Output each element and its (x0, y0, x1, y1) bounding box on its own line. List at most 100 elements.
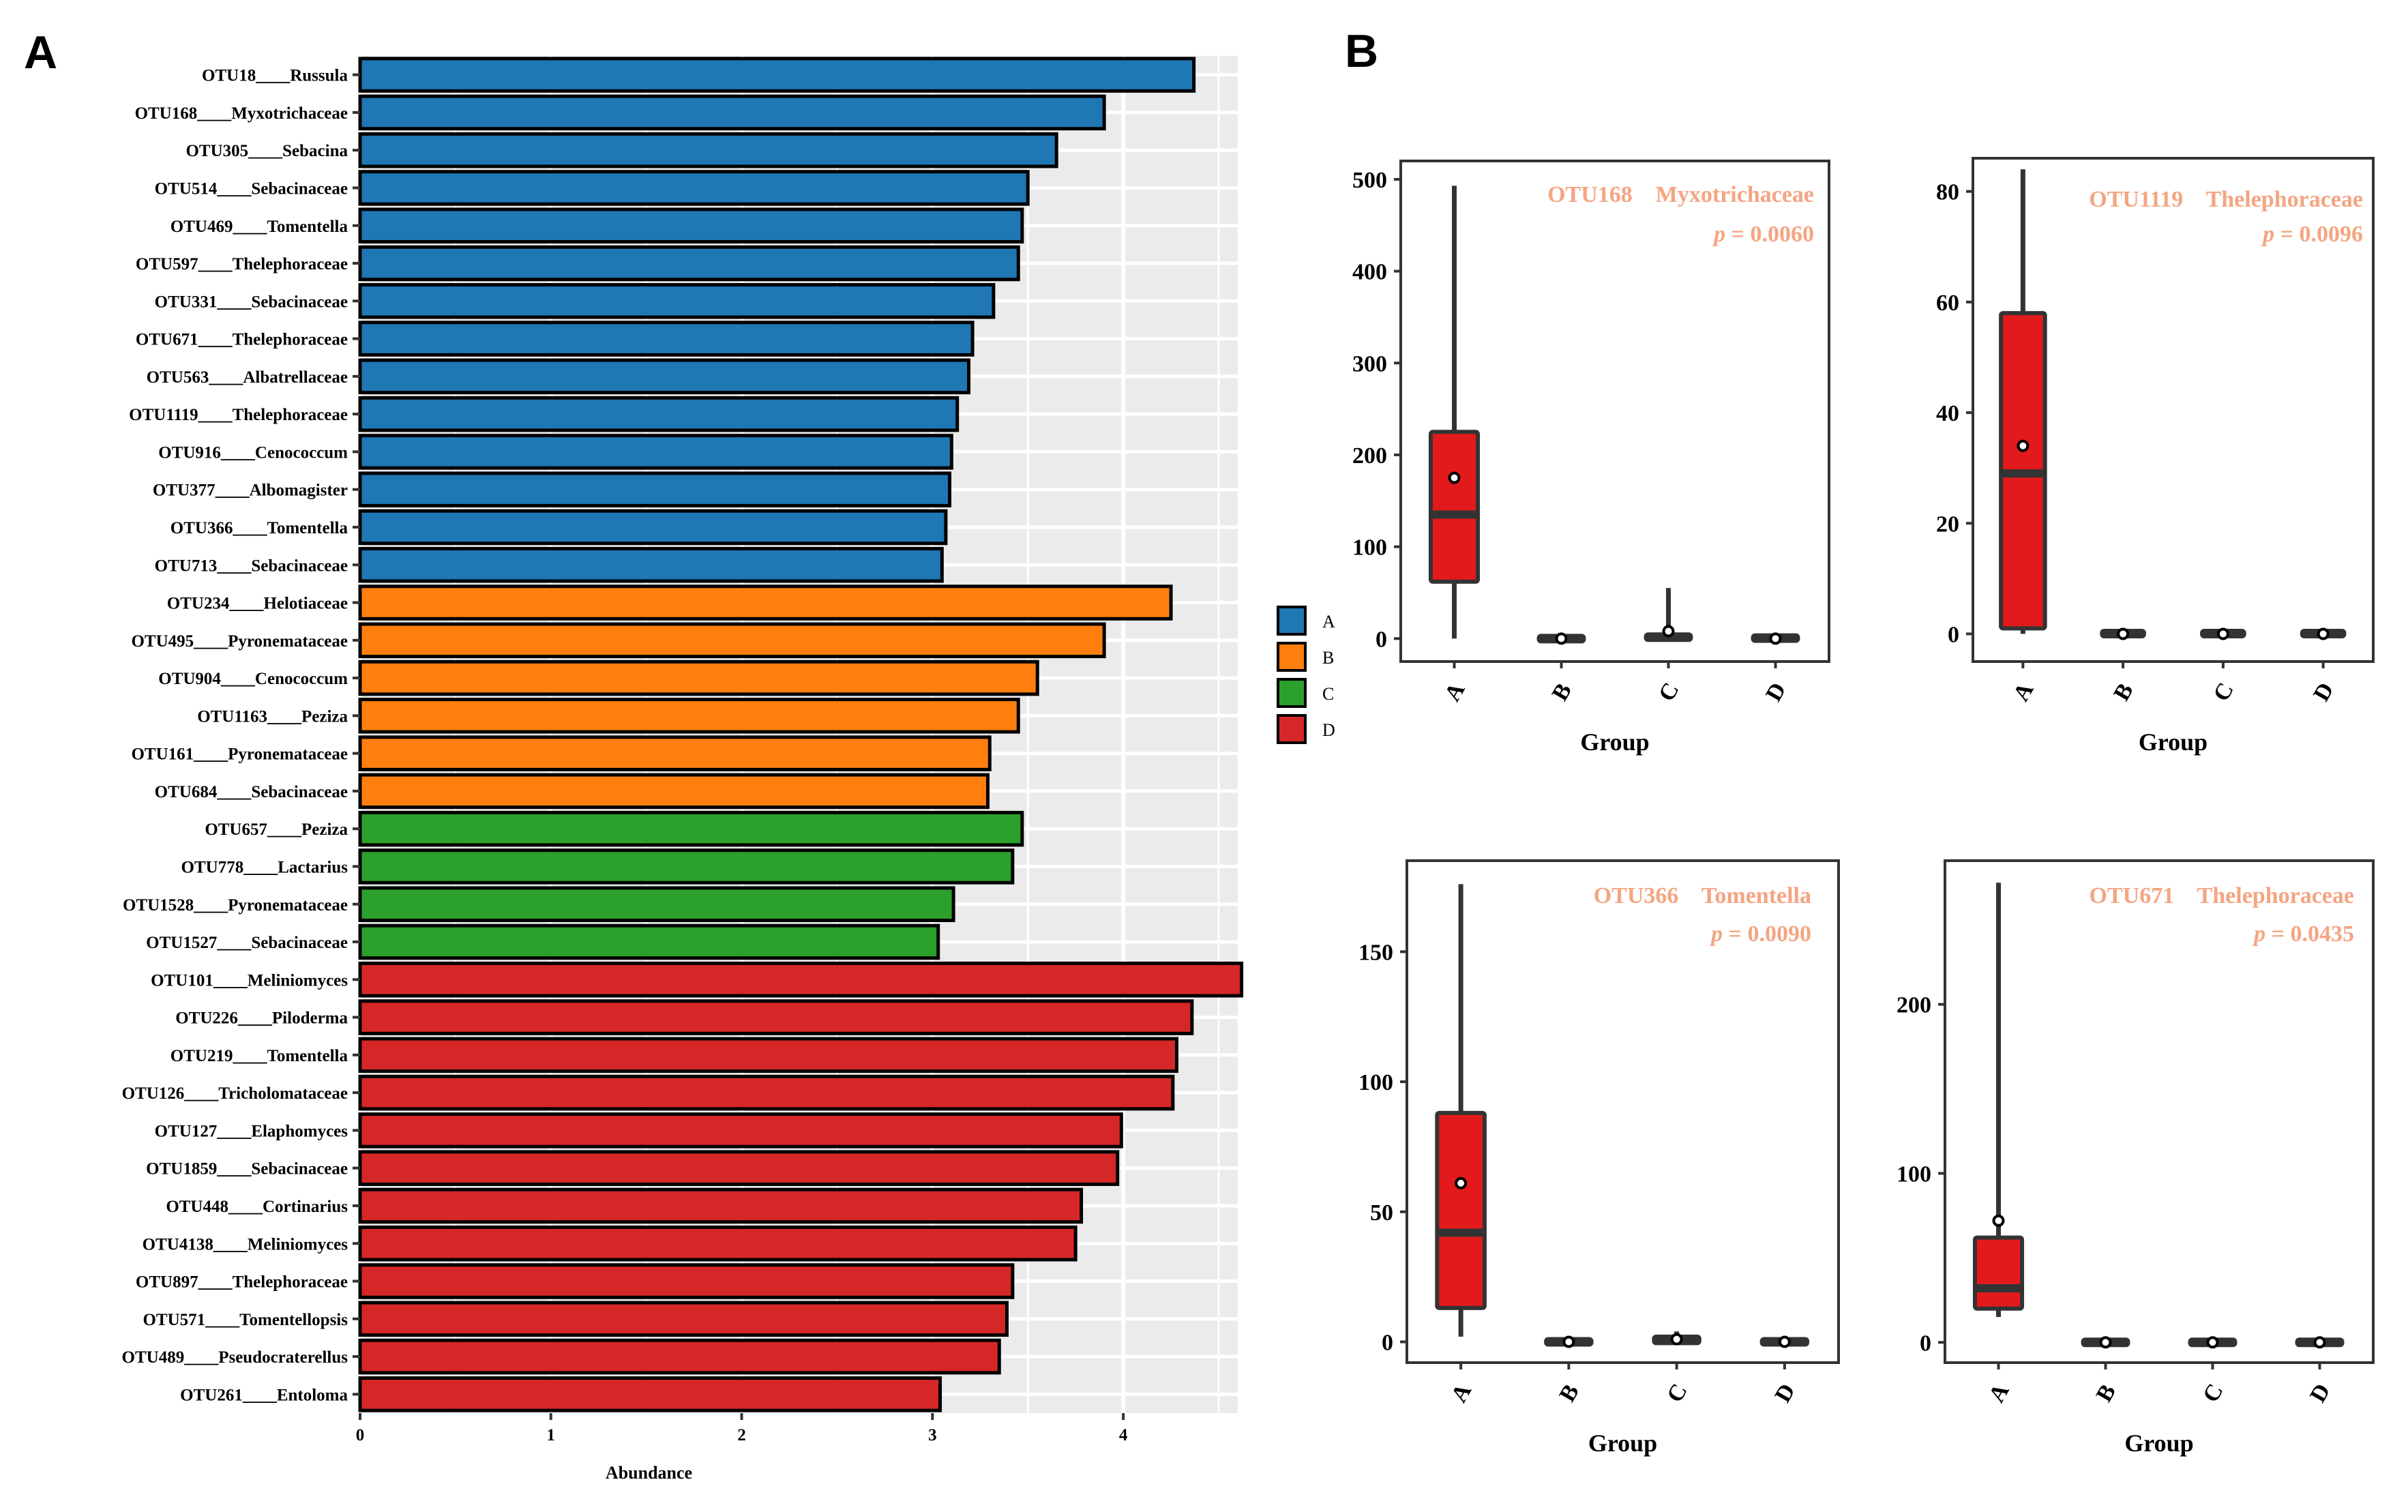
bar (358, 810, 1024, 847)
bar-label: OTU916____Cenococcum (158, 443, 348, 462)
bar (358, 848, 1015, 885)
boxplot-otu671: 0 100 200 A B C D Group OTU671 Thelephoraceae p =… (1897, 859, 2375, 1457)
bar-label: OTU261____Entoloma (180, 1386, 348, 1404)
mean-point (1555, 632, 1568, 645)
bar (358, 584, 1173, 621)
otu-title: OTU1119 Thelephoraceae (2089, 187, 2363, 212)
bar-label: OTU366____Tomentella (170, 519, 348, 537)
boxplot-otu1119: 0 20 40 60 80 A B C D Group OTU1119 Thelephoraceae… (1936, 157, 2375, 756)
bar (358, 1338, 1001, 1375)
y-tick-label: 40 (1936, 401, 1959, 426)
bar-chart: OTU18____Russula OTU168____Myxotrichaceae… (122, 56, 1244, 1483)
bar (358, 886, 955, 923)
bar-label: OTU1859____Sebacinaceae (146, 1160, 348, 1179)
bar-label: OTU234____Helotiaceae (167, 595, 348, 613)
p-label: p (2261, 222, 2274, 247)
bar (358, 1112, 1123, 1148)
panel-a-label: A (24, 27, 57, 78)
bar (358, 1225, 1077, 1262)
bar (358, 999, 1194, 1035)
bar-label: OTU4138____Meliniomyces (143, 1235, 348, 1254)
mean-point (2099, 1336, 2112, 1349)
x-axis-title: Group (1580, 728, 1649, 756)
bar (358, 1301, 1009, 1337)
bar (358, 698, 1020, 734)
mean-point (2216, 627, 2229, 640)
bar-label: OTU18____Russula (202, 67, 348, 85)
x-tick-label: C (2198, 1380, 2228, 1407)
bar-label: OTU563____Albatrellaceae (147, 368, 348, 387)
y-tick-label: 60 (1936, 291, 1959, 316)
bar-label: OTU684____Sebacinaceae (155, 783, 348, 801)
p-label: p (1709, 921, 1723, 947)
legend-swatch-a (1277, 606, 1307, 636)
bar-label: OTU226____Piloderma (175, 1009, 348, 1028)
otu-title: OTU671 Thelephoraceae (2090, 883, 2354, 908)
x-axis-title: Group (1588, 1429, 1657, 1457)
x-tick-label: D (1761, 679, 1791, 706)
bar (358, 659, 1039, 696)
y-tick-label: 400 (1352, 260, 1387, 285)
y-tick-label: 500 (1352, 168, 1387, 193)
bar-label: OTU469____Tomentella (170, 218, 348, 236)
bar-label: OTU1163____Peziza (197, 707, 348, 726)
p-value: = 0.0060 (1725, 222, 1814, 247)
x-tick-label: C (1662, 1380, 1692, 1407)
bar (358, 1263, 1015, 1299)
bar (358, 245, 1020, 282)
y-tick-label: 100 (1897, 1161, 1931, 1187)
mean-point (1448, 471, 1461, 484)
bar (358, 321, 975, 357)
p-label: p (1712, 222, 1725, 247)
y-tick-label: 150 (1358, 940, 1393, 965)
bar-label: OTU377____Albomagister (153, 481, 348, 500)
mean-point (1670, 1333, 1683, 1346)
bar (358, 283, 996, 319)
bar-label: OTU897____Thelephoraceae (136, 1273, 348, 1292)
x-axis-title: Group (2124, 1429, 2193, 1457)
bar (358, 622, 1106, 659)
p-value-text: p = 0.0096 (2261, 222, 2363, 247)
y-tick-label: 0 (1382, 1330, 1393, 1355)
p-value: = 0.0435 (2265, 921, 2354, 947)
bar-label: OTU127____Elaphomyces (155, 1122, 348, 1140)
x-tick-label: D (1770, 1380, 1800, 1407)
y-tick-label: 100 (1352, 535, 1387, 561)
x-tick-label: 2 (737, 1426, 746, 1444)
y-tick-label: 100 (1358, 1070, 1393, 1095)
x-axis-title: Group (2139, 728, 2208, 756)
x-tick-label: A (1984, 1379, 2015, 1406)
x-tick-label: 1 (547, 1426, 556, 1444)
otu-title: OTU168 Myxotrichaceae (1547, 182, 1814, 207)
bar-label: OTU671____Thelephoraceae (136, 331, 348, 349)
x-tick-label: D (2305, 1380, 2335, 1407)
bar (358, 207, 1024, 244)
mean-point (2117, 627, 2130, 640)
y-tick-label: 0 (1376, 627, 1387, 652)
bar-label: OTU571____Tomentellopsis (143, 1311, 348, 1329)
x-tick-label: B (2109, 679, 2138, 705)
bar (358, 1074, 1175, 1111)
bar (358, 358, 971, 395)
bar (358, 434, 953, 470)
bar (358, 94, 1106, 131)
legend-swatch-d (1277, 714, 1307, 744)
bar (358, 1187, 1084, 1224)
p-value-text: p = 0.0060 (1712, 222, 1814, 247)
bar-label: OTU489____Pseudocraterellus (122, 1348, 348, 1367)
p-label: p (2252, 921, 2265, 947)
mean-point (1769, 632, 1782, 645)
bar-label: OTU101____Meliniomyces (151, 971, 348, 990)
mean-point (1778, 1335, 1791, 1348)
bar-label: OTU448____Cortinarius (166, 1198, 348, 1216)
mean-point (2317, 627, 2330, 640)
x-tick-label: 3 (928, 1426, 937, 1444)
p-value-text: p = 0.0090 (1709, 921, 1811, 947)
boxplot-otu366: 0 50 100 150 A B C D Group OTU366 Tomentella p = 0… (1358, 859, 1840, 1457)
legend-swatch-c (1277, 678, 1307, 708)
bar (358, 773, 990, 810)
legend-label-a: A (1322, 612, 1335, 632)
x-axis-title: Abundance (606, 1463, 692, 1483)
